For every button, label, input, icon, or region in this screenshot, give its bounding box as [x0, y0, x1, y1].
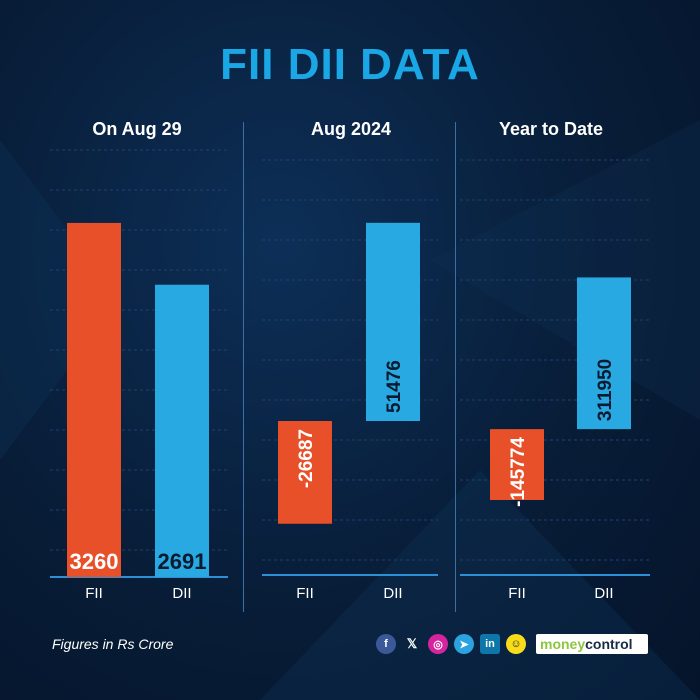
snapchat-icon[interactable]: ☺ [506, 634, 526, 654]
tick-label-fii: FII [296, 585, 314, 602]
linkedin-icon[interactable]: in [480, 634, 500, 654]
brand-part1: money [540, 636, 586, 652]
panel-divider [243, 122, 244, 612]
dii-bar [577, 277, 631, 430]
tick-label-dii: DII [594, 585, 613, 602]
panel-title-month: Aug 2024 [310, 119, 392, 139]
panel-title-ytd: Year to Date [498, 119, 604, 139]
tick-label-dii: DII [383, 585, 402, 602]
brand-part2: control [585, 636, 633, 652]
tick-label-fii: FII [508, 585, 526, 602]
fii-bar [278, 421, 332, 524]
data-label: -26687 [296, 429, 317, 488]
tick-label-dii: DII [172, 585, 191, 602]
fii-bar [67, 222, 121, 577]
data-label: 2691 [158, 549, 207, 574]
panel-divider [455, 122, 456, 612]
footnote: Figures in Rs Crore [52, 636, 174, 652]
instagram-icon[interactable]: ◎ [428, 634, 448, 654]
tick-label-fii: FII [85, 585, 103, 602]
panel-title-day: On Aug 29 [92, 119, 182, 139]
facebook-icon[interactable]: f [376, 634, 396, 654]
moneycontrol-logo[interactable]: money control [536, 634, 648, 654]
data-label: -145774 [508, 437, 529, 507]
social-icons: f 𝕏 ◎ ➤ in ☺ [376, 634, 526, 654]
data-label: 51476 [384, 360, 405, 413]
telegram-icon[interactable]: ➤ [454, 634, 474, 654]
fii-bar [490, 429, 544, 501]
chart-title: FII DII DATA [220, 40, 480, 89]
data-label: 3260 [70, 549, 119, 574]
data-label: 311950 [595, 359, 616, 421]
x-icon[interactable]: 𝕏 [406, 636, 418, 651]
dii-bar [366, 222, 420, 421]
dii-bar [155, 284, 209, 577]
